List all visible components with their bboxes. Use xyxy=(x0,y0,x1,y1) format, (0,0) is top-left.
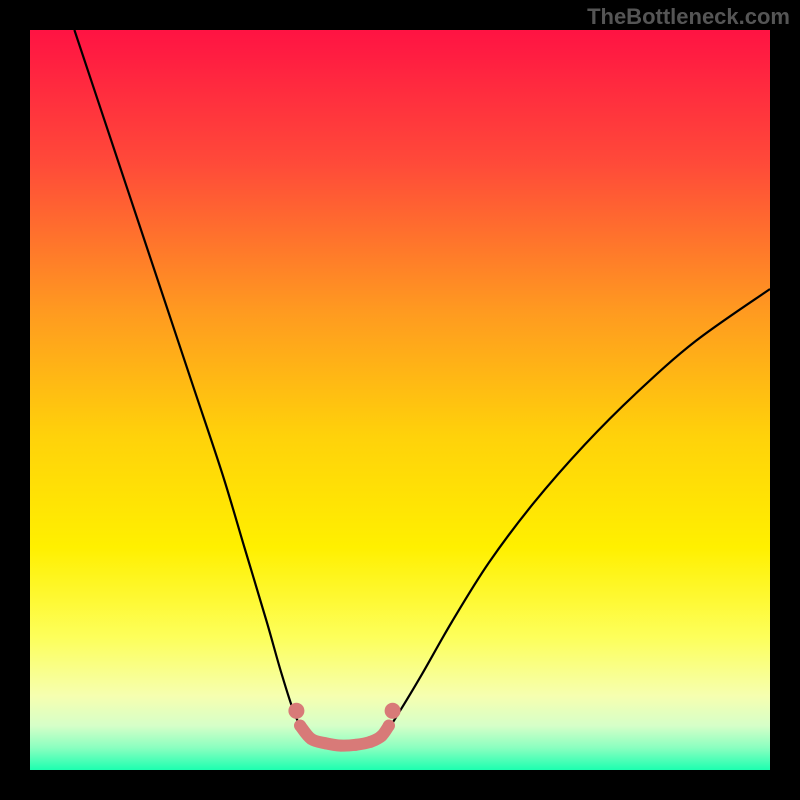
plot-background xyxy=(30,30,770,770)
optimal-marker xyxy=(288,703,304,719)
optimal-marker xyxy=(335,740,347,752)
optimal-marker xyxy=(350,739,362,751)
optimal-marker xyxy=(376,730,388,742)
optimal-marker xyxy=(364,736,376,748)
bottleneck-chart xyxy=(0,0,800,800)
optimal-marker xyxy=(383,720,395,732)
optimal-marker xyxy=(294,720,306,732)
optimal-marker xyxy=(305,733,317,745)
watermark-text: TheBottleneck.com xyxy=(587,4,790,30)
optimal-marker xyxy=(320,737,332,749)
optimal-marker xyxy=(385,703,401,719)
